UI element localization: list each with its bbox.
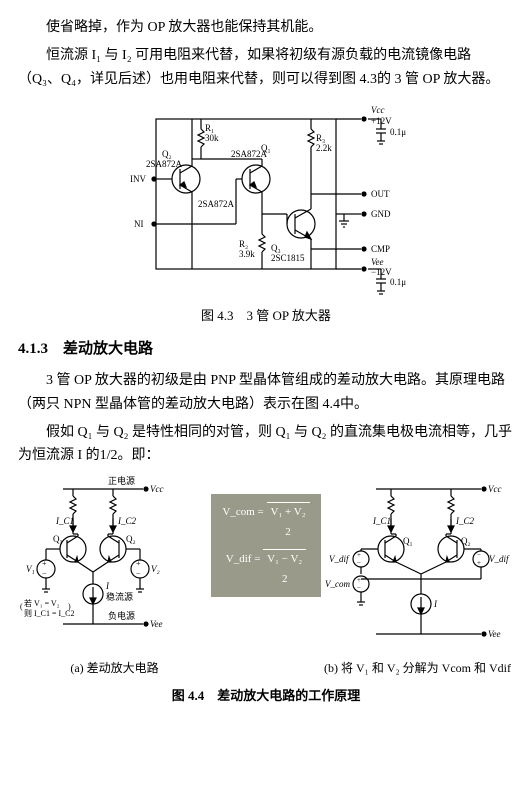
intro-line-2: 恒流源 I₁ 与 I₂ 可用电阻来代替，如果将初级有源负载的电流镜像电路（Q₃、… [18, 44, 514, 92]
circuit-4-4b-svg: +− +− −+ Vcc I_C1 I_C2 Q₁ Q₂ V_dif V_dif [321, 474, 511, 654]
formula-vdif-num: V₁ − V₂ [267, 553, 302, 565]
label-a-i-note: 稳流源 [106, 591, 133, 602]
svg-text:−: − [357, 584, 361, 592]
label-vee-val: −12V [371, 267, 392, 277]
fig-4-4-b-caption: (b) 将 V₁ 和 V₂ 分解为 Vcom 和 Vdif [321, 658, 514, 678]
label-r1: R₁ [205, 123, 214, 133]
label-q2-part: 2SA872A [146, 159, 183, 169]
section-number: 4.1.3 [18, 341, 48, 357]
svg-text:+: + [357, 576, 361, 584]
label-r2-val: 3.9k [239, 249, 255, 259]
label-a-vee-note: 负电源 [108, 610, 135, 621]
formula-box: V_com = V₁ + V₂ V_com = 2 V_dif = V₁ − V… [211, 474, 321, 597]
svg-text:+: + [42, 559, 47, 568]
label-a-ic2: I_C2 [117, 516, 137, 526]
label-b-vcom: V_com [325, 579, 350, 589]
label-a-i: I [105, 581, 110, 591]
section-title-text: 差动放大电路 [63, 341, 153, 357]
formula-vcom-lhs: V_com = [222, 506, 263, 518]
label-c1: 0.1μ [390, 127, 406, 137]
label-b-q1: Q₁ [403, 536, 413, 546]
label-b-q2: Q₂ [461, 536, 471, 546]
label-a-vcc: Vcc [150, 484, 164, 494]
svg-text:−: − [42, 569, 47, 578]
fig-4-4-a-caption: (a) 差动放大电路 [18, 658, 211, 678]
svg-text:−: − [477, 551, 481, 559]
figure-4-4-a: +− +− 正电源 Vcc I_C1 I_C2 Q₁ Q₂ V₁ V₂ I 稳流… [18, 474, 211, 678]
label-vee: Vee [371, 257, 384, 267]
label-b-i: I [433, 599, 438, 609]
svg-text:−: − [357, 559, 361, 567]
label-b-ic2: I_C2 [455, 516, 475, 526]
label-gnd: GND [371, 209, 391, 219]
figure-4-4: +− +− 正电源 Vcc I_C1 I_C2 Q₁ Q₂ V₁ V₂ I 稳流… [18, 474, 514, 678]
section-4-1-3-heading: 4.1.3 差动放大电路 [18, 337, 514, 363]
label-r1-val: 30k [205, 133, 219, 143]
label-inv: INV [130, 174, 146, 184]
figure-4-3: R₁ 30k R₃ 2.2k R₂ 3.9k Q₂ 2SA872A Q₁ 2SA… [106, 99, 426, 299]
body-p1: 3 管 OP 放大器的初级是由 PNP 型晶体管组成的差动放大电路。其原理电路（… [18, 369, 514, 417]
label-b-vdif1: V_dif [329, 554, 350, 564]
figure-4-4-b: +− +− −+ Vcc I_C1 I_C2 Q₁ Q₂ V_dif V_dif [321, 474, 514, 678]
label-q2: Q₂ [162, 149, 172, 159]
label-q1-part: 2SA872A [231, 149, 268, 159]
svg-text:(: ( [20, 602, 23, 611]
body-p2: 假如 Q₁ 与 Q₂ 是特性相同的对管，则 Q₁ 与 Q₂ 的直流集电极电流相等… [18, 421, 514, 469]
label-r3-val: 2.2k [316, 143, 332, 153]
label-q3: Q₃ [271, 243, 281, 253]
label-ni: NI [134, 219, 144, 229]
label-a-q1: Q₁ [53, 534, 63, 544]
formula-vdif-lhs: V_dif = [226, 553, 261, 565]
figure-4-4-caption: 图 4.4 差动放大电路的工作原理 [18, 685, 514, 707]
svg-text:+: + [136, 559, 141, 568]
svg-text:): ) [68, 602, 71, 611]
label-out: OUT [371, 189, 390, 199]
label-a-ic1: I_C1 [55, 516, 74, 526]
label-vcc: Vcc [371, 105, 385, 115]
svg-text:+: + [477, 559, 481, 567]
svg-text:+: + [357, 551, 361, 559]
label-b-ic1: I_C1 [372, 516, 391, 526]
label-cmp: CMP [371, 244, 390, 254]
label-c2: 0.1μ [390, 277, 406, 287]
label-vcc-val: +12V [371, 116, 392, 126]
label-a-v2: V₂ [151, 564, 160, 574]
formula-vcom-den: 2 [285, 526, 291, 538]
label-r2: R₂ [239, 239, 248, 249]
label-q3-part: 2SC1815 [271, 253, 305, 263]
label-r3: R₃ [316, 133, 325, 143]
label-a-vee: Vee [150, 619, 163, 629]
label-a-v1: V₁ [26, 564, 35, 574]
label-a-cond2: 则 I_C1 = I_C2 [24, 608, 75, 618]
circuit-4-3-svg: R₁ 30k R₃ 2.2k R₂ 3.9k Q₂ 2SA872A Q₁ 2SA… [106, 99, 426, 299]
formula-vcom-num: V₁ + V₂ [271, 506, 306, 518]
label-q12-part: 2SA872A [198, 199, 235, 209]
svg-text:−: − [136, 569, 141, 578]
label-b-vee: Vee [488, 629, 501, 639]
intro-line-1: 使省略掉，作为 OP 放大器也能保持其机能。 [18, 16, 514, 40]
label-b-vcc: Vcc [488, 484, 502, 494]
label-a-cond1: 若 V₁ = V₂ [24, 598, 60, 608]
label-a-q2: Q₂ [126, 534, 136, 544]
figure-4-3-caption: 图 4.3 3 管 OP 放大器 [18, 305, 514, 327]
circuit-4-4a-svg: +− +− 正电源 Vcc I_C1 I_C2 Q₁ Q₂ V₁ V₂ I 稳流… [18, 474, 188, 654]
formula-vdif-den: 2 [282, 573, 288, 585]
label-a-vcc-note: 正电源 [108, 475, 135, 486]
label-b-vdif2: V_dif [489, 554, 510, 564]
